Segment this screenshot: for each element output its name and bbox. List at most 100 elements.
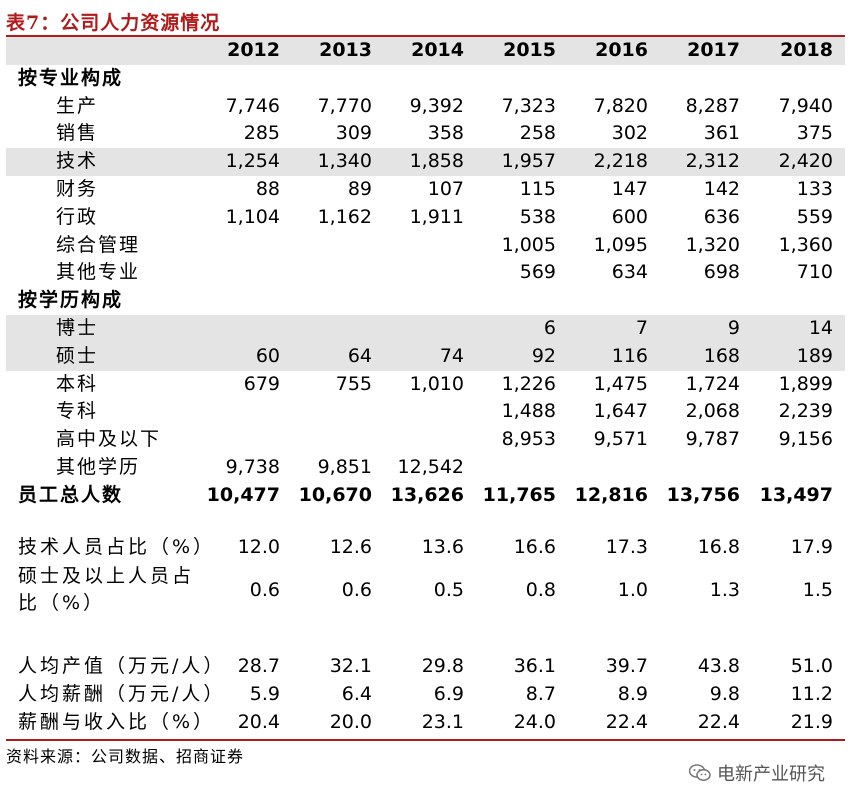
table-cell — [206, 259, 292, 287]
table-cell — [384, 398, 476, 426]
table-row: 专科 1,488 1,647 2,068 2,239 — [6, 398, 845, 426]
table-cell: 258 — [519, 122, 556, 145]
table-cell: 636 — [703, 205, 740, 228]
table-cell: 9,851 — [317, 455, 372, 478]
table-cell: 133 — [796, 177, 833, 200]
table-row: 员工总人数 10,477 10,670 13,626 11,765 12,816 13,75… — [6, 482, 845, 510]
table-cell: 538 — [519, 205, 556, 228]
table-cell: 116 — [568, 342, 660, 371]
row-label: 其他学历 — [56, 455, 141, 478]
table-cell: 7,820 — [593, 94, 648, 117]
table-cell: 634 — [611, 261, 648, 284]
table-cell: 5.9 — [249, 683, 280, 706]
table-cell: 12,542 — [397, 455, 464, 478]
bottom-rule — [6, 739, 845, 741]
row-label: 行政 — [56, 205, 99, 228]
table-row: 销售 285 309 358 258 302 361 375 — [6, 120, 845, 148]
row-label: 博士 — [6, 314, 206, 343]
table-cell — [292, 259, 384, 287]
table-cell: 189 — [752, 342, 845, 371]
row-label: 技术人员占比（%） — [18, 535, 216, 558]
table-cell: 43.8 — [697, 655, 740, 678]
table-cell: 2,218 — [568, 148, 660, 176]
table-cell: 23.1 — [421, 710, 464, 733]
section-row: 按学历构成 — [6, 287, 845, 315]
table-row: 技术 1,254 1,340 1,858 1,957 2,218 2,312 2,420 — [6, 148, 845, 176]
table-cell: 115 — [519, 177, 556, 200]
table-row: 硕士及以上人员占比（%） 0.6 0.6 0.5 0.8 1.0 1.3 1.5 — [6, 561, 845, 619]
table-row: 技术人员占比（%） 12.0 12.6 13.6 16.6 17.3 16.8 17.9 — [6, 534, 845, 562]
table-cell: 16.6 — [513, 535, 556, 558]
table-row: 行政 1,104 1,162 1,911 538 600 636 559 — [6, 204, 845, 232]
table-cell: 17.3 — [605, 535, 648, 558]
table-cell — [568, 454, 660, 482]
year-header: 2016 — [568, 37, 660, 65]
row-label: 高中及以下 — [56, 428, 162, 451]
row-label: 本科 — [56, 372, 99, 395]
table-cell: 0.6 — [249, 578, 280, 601]
table-cell: 107 — [427, 177, 464, 200]
table-cell: 147 — [611, 177, 648, 200]
table-cell: 679 — [243, 372, 280, 395]
table-cell: 8,287 — [685, 94, 740, 117]
per-capita-rows: 人均产值（万元/人） 28.7 32.1 29.8 36.1 39.7 43.8 51.0 人均… — [6, 653, 845, 736]
table-cell: 0.5 — [433, 578, 464, 601]
row-label: 硕士 — [6, 342, 206, 371]
table-cell: 1,899 — [778, 372, 833, 395]
table-cell: 60 — [206, 342, 292, 371]
table-cell — [384, 232, 476, 260]
table-cell — [384, 426, 476, 454]
table-cell: 1,226 — [501, 372, 556, 395]
table-cell: 16.8 — [697, 535, 740, 558]
row-label: 技术 — [6, 148, 206, 176]
table-cell: 28.7 — [237, 655, 280, 678]
source-note: 资料来源：公司数据、招商证券 — [6, 747, 245, 766]
table-cell: 14 — [752, 314, 845, 343]
table-cell: 51.0 — [790, 655, 833, 678]
specialty-rows: 生产 7,746 7,770 9,392 7,323 7,820 8,287 7,940 销售 2… — [6, 93, 845, 288]
table-cell — [476, 454, 568, 482]
table-cell: 21.9 — [790, 710, 833, 733]
table-cell — [384, 259, 476, 287]
table-cell: 6.4 — [341, 683, 372, 706]
row-label: 人均产值（万元/人） — [18, 655, 226, 678]
row-label: 硕士及以上人员占比（%） — [18, 565, 195, 615]
table-cell: 13.6 — [421, 535, 464, 558]
table-cell — [206, 314, 292, 343]
table-cell: 1.3 — [709, 578, 740, 601]
row-label: 员工总人数 — [18, 483, 124, 506]
table-cell: 20.0 — [329, 710, 372, 733]
table-cell: 8.7 — [525, 683, 556, 706]
table-cell: 7 — [568, 314, 660, 343]
table-cell: 1,360 — [778, 233, 833, 256]
year-header: 2018 — [752, 37, 845, 65]
top-rule — [6, 35, 845, 37]
table-cell — [206, 232, 292, 260]
table-row: 其他专业 569 634 698 710 — [6, 259, 845, 287]
table-cell: 285 — [243, 122, 280, 145]
table-cell: 6 — [476, 314, 568, 343]
table-cell: 36.1 — [513, 655, 556, 678]
table-cell: 10,477 — [206, 483, 280, 506]
table-cell: 755 — [335, 372, 372, 395]
table-cell — [292, 398, 384, 426]
section-label-education: 按学历构成 — [18, 289, 124, 312]
table-cell: 0.6 — [341, 578, 372, 601]
ratio-rows: 技术人员占比（%） 12.0 12.6 13.6 16.6 17.3 16.8 17.9 硕士及… — [6, 534, 845, 620]
table-cell — [206, 398, 292, 426]
table-cell — [292, 314, 384, 343]
table-cell: 13,626 — [390, 483, 464, 506]
table-cell: 2,239 — [778, 400, 833, 423]
spacer-row — [6, 510, 845, 534]
section-label-specialty: 按专业构成 — [18, 66, 124, 89]
table-cell — [292, 426, 384, 454]
table-cell: 11,765 — [482, 483, 556, 506]
table-cell: 1,957 — [476, 148, 568, 176]
table-cell: 64 — [292, 342, 384, 371]
table-cell — [206, 426, 292, 454]
table-cell: 8,953 — [501, 428, 556, 451]
table-row: 高中及以下 8,953 9,571 9,787 9,156 — [6, 426, 845, 454]
total-rows: 员工总人数 10,477 10,670 13,626 11,765 12,816 13,75… — [6, 482, 845, 510]
table-cell: 361 — [703, 122, 740, 145]
table-cell: 309 — [335, 122, 372, 145]
